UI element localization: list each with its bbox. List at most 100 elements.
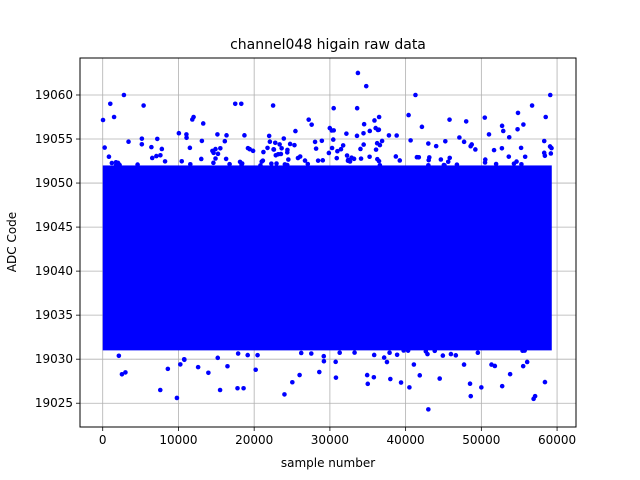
- data-point: [333, 359, 338, 365]
- data-point: [548, 151, 554, 156]
- data-point: [258, 163, 263, 168]
- data-point: [139, 136, 145, 141]
- chart-title: channel048 higain raw data: [230, 37, 426, 53]
- data-point: [149, 144, 154, 150]
- data-point: [367, 128, 373, 134]
- data-point-outlier: [238, 101, 244, 107]
- data-point: [321, 358, 327, 364]
- data-point: [326, 150, 332, 156]
- data-point: [518, 145, 524, 151]
- data-point: [514, 159, 519, 164]
- data-point: [405, 348, 411, 353]
- data-point: [330, 137, 336, 142]
- data-point: [515, 110, 521, 116]
- data-point-outlier: [232, 101, 238, 107]
- data-point: [245, 352, 251, 358]
- data-point: [224, 133, 229, 138]
- data-point: [184, 135, 189, 141]
- data-point: [482, 115, 488, 120]
- data-point: [149, 155, 155, 161]
- data-point: [423, 349, 429, 354]
- x-tick-label: 60000: [538, 433, 576, 447]
- data-point: [313, 146, 319, 151]
- y-tick-label: 19040: [35, 264, 73, 278]
- data-point-outlier: [463, 119, 469, 124]
- data-point: [387, 350, 392, 356]
- data-point: [297, 154, 303, 159]
- data-point: [298, 350, 304, 356]
- data-point: [433, 143, 439, 149]
- data-point-outlier: [217, 387, 223, 393]
- data-point: [443, 138, 448, 144]
- data-point: [242, 133, 247, 138]
- x-tick-label: 30000: [311, 433, 349, 447]
- data-point-outlier: [157, 387, 163, 393]
- data-point: [215, 355, 221, 361]
- data-point: [541, 138, 547, 144]
- data-point: [187, 145, 193, 151]
- data-point: [274, 161, 279, 166]
- data-point-outlier: [532, 393, 538, 399]
- data-point: [347, 159, 353, 164]
- data-point: [199, 138, 205, 144]
- data-point: [327, 125, 333, 131]
- data-point-outlier: [333, 375, 339, 380]
- data-point-outlier: [543, 114, 549, 120]
- x-axis-ticks: 0 10000 20000 30000 40000 50000 60000: [99, 427, 576, 447]
- data-point: [372, 118, 377, 123]
- data-point: [215, 132, 220, 137]
- data-point: [158, 152, 163, 158]
- data-point-outlier: [165, 366, 171, 372]
- data-point-outlier: [121, 92, 127, 98]
- data-point: [411, 362, 417, 367]
- data-point-outlier: [447, 117, 452, 122]
- data-point: [302, 158, 308, 163]
- data-point: [376, 127, 382, 133]
- data-point: [319, 138, 325, 144]
- data-point: [181, 356, 187, 362]
- data-point: [491, 147, 497, 153]
- data-point: [489, 362, 494, 367]
- data-point: [419, 124, 425, 130]
- data-point: [344, 153, 350, 158]
- data-point: [499, 146, 505, 151]
- data-point: [340, 143, 346, 148]
- data-point: [266, 133, 272, 139]
- data-point-outlier: [297, 372, 302, 378]
- data-point: [315, 158, 321, 163]
- data-point: [126, 139, 131, 145]
- data-point: [438, 157, 444, 162]
- data-point: [417, 373, 423, 378]
- x-tick-label: 10000: [159, 433, 197, 447]
- data-point-outlier: [174, 395, 180, 401]
- data-point: [375, 156, 380, 162]
- data-point: [361, 142, 366, 147]
- data-point-outlier: [507, 371, 513, 377]
- data-point: [388, 376, 393, 382]
- data-point: [260, 158, 266, 163]
- data-point: [416, 154, 422, 160]
- data-point-outlier: [354, 105, 360, 111]
- data-point: [486, 132, 492, 137]
- data-point: [269, 161, 274, 166]
- data-point: [198, 156, 204, 162]
- data-point-outlier: [468, 393, 474, 399]
- data-point: [426, 162, 431, 168]
- data-point: [344, 131, 349, 136]
- data-point: [119, 371, 125, 377]
- data-point: [361, 130, 366, 136]
- data-point: [549, 145, 554, 151]
- data-point: [106, 154, 112, 160]
- data-point: [371, 374, 377, 380]
- data-point: [255, 352, 260, 358]
- data-point: [154, 153, 159, 159]
- data-point: [287, 141, 293, 147]
- x-tick-label: 50000: [462, 433, 500, 447]
- data-point-outlier: [195, 364, 201, 370]
- data-point: [448, 351, 454, 357]
- x-tick-label: 20000: [235, 433, 273, 447]
- data-point: [371, 352, 377, 358]
- data-point: [337, 350, 342, 356]
- data-point: [200, 121, 206, 126]
- data-point: [162, 159, 168, 164]
